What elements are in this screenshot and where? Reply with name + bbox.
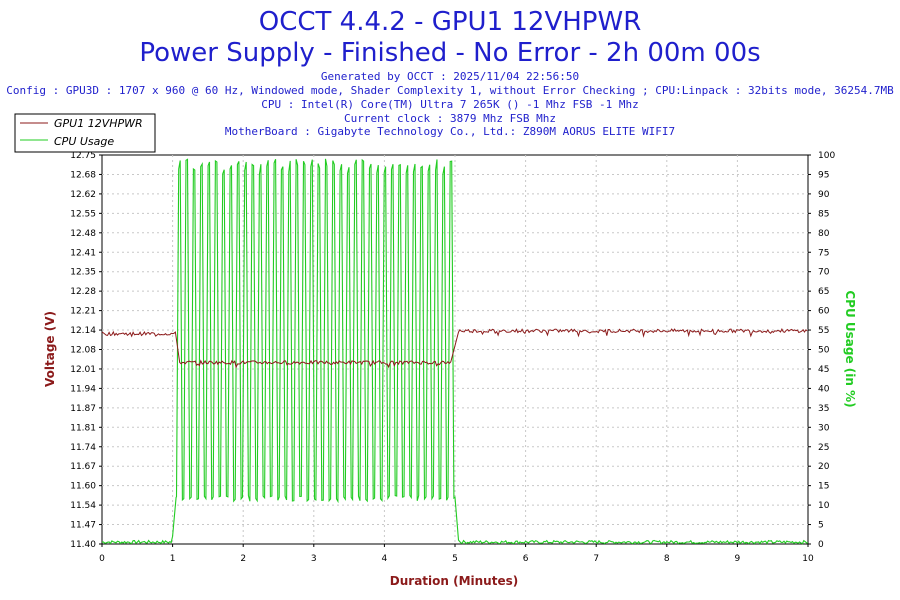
legend-label-voltage: GPU1 12VHPWR xyxy=(54,117,143,130)
y2-tick-label: 95 xyxy=(818,170,829,180)
x-tick-label: 8 xyxy=(664,554,670,564)
x-tick-label: 3 xyxy=(311,554,317,564)
info-motherboard: MotherBoard : Gigabyte Technology Co., L… xyxy=(225,125,675,138)
y2-tick-label: 65 xyxy=(818,287,829,297)
x-tick-label: 1 xyxy=(170,554,176,564)
y2-tick-label: 40 xyxy=(818,384,830,394)
y2-tick-label: 10 xyxy=(818,501,830,511)
y-tick-label: 12.68 xyxy=(70,170,96,180)
x-axis-ticks: 0 1 2 3 4 5 6 7 8 9 10 xyxy=(99,544,814,564)
x-tick-label: 9 xyxy=(735,554,741,564)
x-tick-label: 0 xyxy=(99,554,105,564)
series-line-cpu-usage xyxy=(101,158,809,545)
series-line-gpu1-12vhpwr xyxy=(101,327,808,369)
y2-tick-label: 5 xyxy=(818,521,824,531)
legend: GPU1 12VHPWR CPU Usage xyxy=(14,113,156,153)
plot-area xyxy=(101,154,809,545)
y-tick-label: 12.01 xyxy=(70,365,96,375)
y2-axis-label: CPU Usage (in %) xyxy=(843,290,857,407)
y-tick-label: 11.94 xyxy=(70,384,96,394)
y2-tick-label: 75 xyxy=(818,248,829,258)
y2-tick-label: 60 xyxy=(818,307,830,317)
chart-title: OCCT 4.4.2 - GPU1 12VHPWR xyxy=(259,7,642,37)
y-tick-label: 12.35 xyxy=(70,268,96,278)
y2-tick-label: 80 xyxy=(818,229,830,239)
y-tick-label: 12.08 xyxy=(70,346,96,356)
y-tick-label: 11.54 xyxy=(70,501,96,511)
y2-tick-label: 90 xyxy=(818,190,830,200)
left-axis-ticks: 11.40 11.47 11.54 11.60 11.67 11.74 11.81 11.87… xyxy=(70,151,102,550)
y-tick-label: 11.60 xyxy=(70,482,96,492)
chart-subtitle: Power Supply - Finished - No Error - 2h … xyxy=(139,38,760,68)
series-layer xyxy=(101,158,809,545)
y2-tick-label: 0 xyxy=(818,540,824,550)
y2-tick-label: 50 xyxy=(818,346,830,356)
y-tick-label: 12.62 xyxy=(70,190,96,200)
legend-box xyxy=(14,113,156,153)
y-tick-label: 12.75 xyxy=(70,151,96,161)
legend-label-cpu: CPU Usage xyxy=(54,135,114,148)
y-tick-label: 12.21 xyxy=(70,307,96,317)
x-tick-label: 10 xyxy=(802,554,814,564)
y-tick-label: 11.40 xyxy=(70,540,96,550)
y-tick-label: 11.81 xyxy=(70,423,96,433)
y-tick-label: 11.87 xyxy=(70,404,96,414)
y-tick-label: 12.48 xyxy=(70,229,96,239)
y-tick-label: 12.55 xyxy=(70,209,96,219)
y-tick-label: 11.47 xyxy=(70,521,96,531)
info-config: Config : GPU3D : 1707 x 960 @ 60 Hz, Win… xyxy=(6,84,894,97)
y-tick-label: 12.14 xyxy=(70,326,96,336)
y2-tick-label: 30 xyxy=(818,423,830,433)
x-axis-label: Duration (Minutes) xyxy=(390,574,518,588)
y-tick-label: 11.67 xyxy=(70,462,96,472)
x-tick-label: 6 xyxy=(523,554,529,564)
y-tick-label: 11.74 xyxy=(70,443,96,453)
y2-tick-label: 20 xyxy=(818,462,830,472)
x-tick-label: 4 xyxy=(382,554,388,564)
info-clock: Current clock : 3879 Mhz FSB Mhz xyxy=(344,112,556,125)
right-axis-ticks: 0 5 10 15 20 25 30 35 40 45 50 55 60 65 70 75 80 85 90 95 10… xyxy=(808,151,835,550)
x-tick-label: 2 xyxy=(240,554,246,564)
y2-tick-label: 55 xyxy=(818,326,829,336)
y-tick-label: 12.28 xyxy=(70,287,96,297)
y2-tick-label: 85 xyxy=(818,209,829,219)
info-generated: Generated by OCCT : 2025/11/04 22:56:50 xyxy=(321,70,579,83)
y-axis-label: Voltage (V) xyxy=(43,311,57,387)
y2-tick-label: 45 xyxy=(818,365,829,375)
y2-tick-label: 35 xyxy=(818,404,829,414)
y2-tick-label: 25 xyxy=(818,443,829,453)
y2-tick-label: 70 xyxy=(818,268,830,278)
y2-tick-label: 15 xyxy=(818,482,829,492)
info-cpu: CPU : Intel(R) Core(TM) Ultra 7 265K () … xyxy=(261,98,639,111)
x-tick-label: 7 xyxy=(593,554,599,564)
y-tick-label: 12.41 xyxy=(70,248,96,258)
y2-tick-label: 100 xyxy=(818,151,835,161)
x-tick-label: 5 xyxy=(452,554,458,564)
